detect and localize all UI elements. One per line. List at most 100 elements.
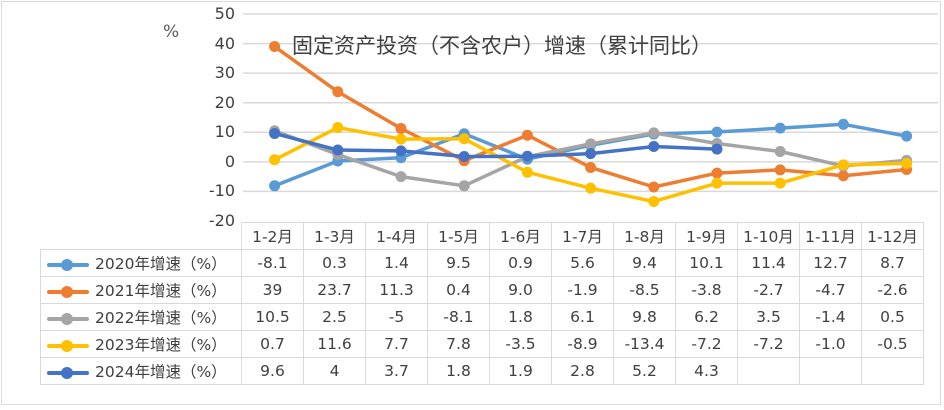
- data-point-marker: [837, 159, 849, 171]
- data-table-row: 2023年增速（%） 0.7 11.6 7.7 7.8 -3.5 -8.9 -13.4 -7.2…: [40, 330, 924, 358]
- data-cell: -1.0: [799, 330, 862, 358]
- legend-entry: 2020年增速（%）: [40, 249, 242, 277]
- data-cell: 3.7: [365, 357, 428, 385]
- y-tick-label: -20: [208, 211, 235, 230]
- series-2021: [269, 41, 913, 193]
- data-cell: -4.7: [799, 276, 862, 304]
- data-point-marker: [901, 157, 913, 169]
- data-point-marker: [711, 167, 723, 179]
- data-cell: -2.6: [861, 276, 924, 304]
- data-point-marker: [269, 154, 281, 166]
- data-cell: -3.8: [675, 276, 738, 304]
- data-point-marker: [269, 127, 281, 139]
- data-table-row: 2020年增速（%） -8.1 0.3 1.4 9.5 0.9 5.6 9.4 10.1 11.4…: [40, 249, 924, 277]
- data-cell: 5.2: [613, 357, 676, 385]
- category-header: 1-8月: [613, 222, 676, 250]
- data-cell: 9.4: [613, 249, 676, 277]
- data-cell: -13.4: [613, 330, 676, 358]
- legend-entry: 2023年增速（%）: [40, 330, 242, 358]
- data-cell: -3.5: [489, 330, 552, 358]
- data-point-marker: [901, 130, 913, 142]
- data-cell: -1.4: [799, 303, 862, 331]
- data-point-marker: [521, 150, 533, 162]
- data-cell: 3.5: [737, 303, 800, 331]
- data-point-marker: [648, 181, 660, 193]
- data-cell: 8.7: [861, 249, 924, 277]
- data-cell: -5: [365, 303, 428, 331]
- data-cell: 0.5: [861, 303, 924, 331]
- data-point-marker: [711, 143, 723, 155]
- category-header: 1-12月: [861, 222, 924, 250]
- legend-label: 2020年增速（%）: [95, 255, 227, 273]
- chart-title: 固定资产投资（不含农户）增速（累计同比）: [292, 34, 712, 58]
- data-cell: 4.3: [675, 357, 738, 385]
- data-point-marker: [395, 122, 407, 134]
- data-point-marker: [585, 148, 597, 160]
- data-cell: 6.2: [675, 303, 738, 331]
- data-cell: 1.8: [489, 303, 552, 331]
- series-line: [274, 131, 718, 159]
- data-table-row: 2024年增速（%） 9.6 4 3.7 1.8 1.9 2.8 5.2 4.3: [40, 357, 924, 385]
- y-tick-label: 30: [214, 63, 235, 83]
- data-cell: [861, 357, 924, 385]
- y-tick-label: 0: [224, 151, 235, 171]
- data-cell: -2.7: [737, 276, 800, 304]
- data-point-marker: [269, 41, 281, 53]
- data-cell: -8.9: [551, 330, 614, 358]
- data-point-marker: [837, 118, 849, 130]
- data-point-marker: [774, 164, 786, 176]
- data-cell: -8.1: [241, 249, 304, 277]
- data-cell: 2.5: [303, 303, 366, 331]
- legend-line-marker-icon: [47, 312, 89, 325]
- data-cell: 0.7: [241, 330, 304, 358]
- data-point-marker: [648, 195, 660, 207]
- data-point-marker: [332, 86, 344, 98]
- data-point-marker: [395, 145, 407, 157]
- data-point-marker: [458, 133, 470, 145]
- data-cell: 11.6: [303, 330, 366, 358]
- data-point-marker: [585, 182, 597, 194]
- data-cell: [799, 357, 862, 385]
- data-cell: 2.8: [551, 357, 614, 385]
- data-point-marker: [395, 171, 407, 183]
- data-point-marker: [585, 161, 597, 173]
- category-header: 1-10月: [737, 222, 800, 250]
- legend-line-marker-icon: [47, 366, 89, 379]
- data-cell: 5.6: [551, 249, 614, 277]
- y-tick-label: 40: [214, 33, 235, 53]
- category-header: 1-11月: [799, 222, 862, 250]
- data-point-marker: [774, 177, 786, 189]
- data-cell: [737, 357, 800, 385]
- data-point-marker: [774, 122, 786, 134]
- data-table-row: 2022年增速（%） 10.5 2.5 -5 -8.1 1.8 6.1 9.8 6.2 3.5 -1…: [40, 303, 924, 331]
- legend-label: 2024年增速（%）: [95, 363, 227, 381]
- data-cell: 11.3: [365, 276, 428, 304]
- data-point-marker: [711, 177, 723, 189]
- category-header: 1-5月: [427, 222, 490, 250]
- data-cell: 0.3: [303, 249, 366, 277]
- data-cell: 1.9: [489, 357, 552, 385]
- data-point-marker: [774, 146, 786, 158]
- data-point-marker: [269, 180, 281, 192]
- y-tick-label: -10: [208, 181, 235, 201]
- data-cell: 39: [241, 276, 304, 304]
- category-header: 1-2月: [241, 222, 304, 250]
- category-header: 1-3月: [303, 222, 366, 250]
- y-tick-label: 50: [214, 4, 235, 23]
- data-cell: 23.7: [303, 276, 366, 304]
- data-cell: -8.5: [613, 276, 676, 304]
- data-cell: 12.7: [799, 249, 862, 277]
- data-cell: -0.5: [861, 330, 924, 358]
- data-table-row: 2021年增速（%） 39 23.7 11.3 0.4 9.0 -1.9 -8.5 -3.8 -2…: [40, 276, 924, 304]
- legend-line-marker-icon: [47, 258, 89, 271]
- category-header: 1-4月: [365, 222, 428, 250]
- series-2023: [269, 122, 913, 207]
- category-header: 1-6月: [489, 222, 552, 250]
- data-point-marker: [332, 122, 344, 134]
- data-cell: 7.8: [427, 330, 490, 358]
- series-2024: [269, 127, 723, 163]
- y-axis-unit-label: %: [163, 22, 180, 42]
- data-cell: -8.1: [427, 303, 490, 331]
- data-cell: 7.7: [365, 330, 428, 358]
